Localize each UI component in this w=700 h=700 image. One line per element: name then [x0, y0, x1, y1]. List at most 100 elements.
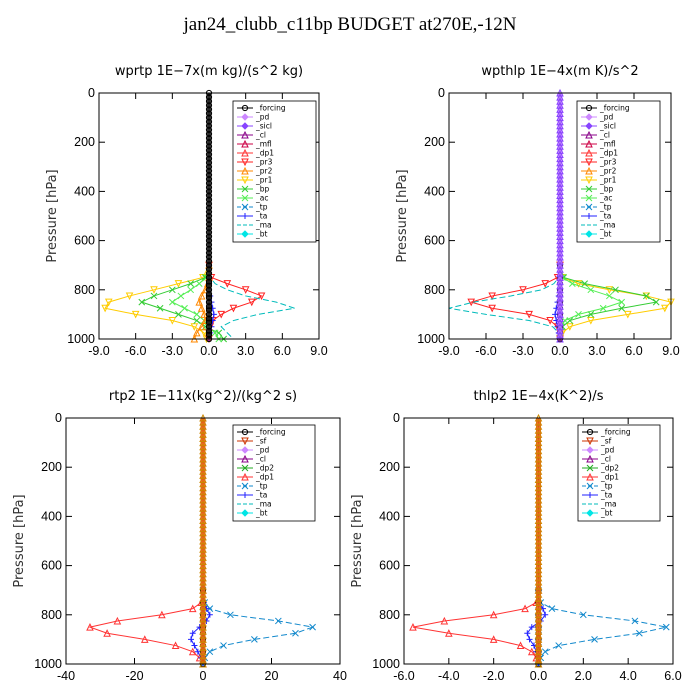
pr1-point — [104, 298, 113, 307]
legend-label: _dp1 — [255, 473, 274, 482]
ac-point — [561, 317, 569, 324]
x-tick-label: 9.0 — [310, 344, 327, 358]
zero-point — [534, 594, 543, 602]
pr3-point — [241, 286, 250, 294]
zero-point — [199, 417, 207, 426]
zero-point — [556, 109, 564, 117]
panel-4: thlp2 1E−4x(K^2)/s Pressure [hPa] -6.0 -4.0… — [350, 389, 682, 683]
dp1-point — [516, 641, 525, 650]
legend-bt-point — [586, 509, 594, 517]
zero-point — [199, 532, 207, 541]
zero-point — [205, 176, 213, 183]
zero-point — [534, 557, 543, 565]
zero-point — [534, 450, 543, 459]
x-tick-label: -6.0 — [475, 344, 497, 358]
tp-point — [206, 648, 214, 656]
zero-point — [205, 266, 213, 273]
bp-point — [150, 292, 158, 300]
zero-point — [205, 294, 213, 302]
zero-point — [534, 487, 543, 496]
zero-point — [205, 114, 213, 121]
legend-sf-point — [586, 437, 594, 446]
bp-point — [642, 292, 650, 300]
x-tick-label: 0.0 — [551, 344, 568, 358]
zero-point — [199, 557, 207, 565]
zero-point — [556, 236, 564, 245]
y-tick-label: 0 — [438, 86, 445, 100]
legend-mfl-point — [585, 139, 593, 148]
zero-point — [556, 113, 564, 122]
zero-point — [199, 528, 207, 537]
zero-point — [205, 323, 213, 330]
y-tick-label: 600 — [41, 559, 62, 573]
legend-label: _pr3 — [599, 158, 617, 167]
zero-point — [199, 446, 207, 455]
ta-point — [188, 636, 195, 643]
tp-point — [579, 611, 587, 619]
legend-label: _ta — [599, 212, 611, 221]
zero-point — [199, 581, 207, 590]
y-axis-label: Pressure [hPa] — [350, 494, 365, 587]
x-tick-label: 0.0 — [530, 669, 547, 683]
dp1-point — [489, 635, 498, 643]
legend-label: _forcing — [255, 428, 286, 437]
y-tick-label: 400 — [424, 184, 445, 198]
zero-point — [534, 647, 543, 656]
zero-point — [199, 422, 207, 430]
zero-point — [205, 290, 213, 297]
zero-point — [534, 627, 543, 635]
pr3-point — [467, 298, 476, 307]
zero-point — [205, 98, 213, 105]
zero-point — [556, 269, 564, 277]
x-tick-label: -6.0 — [393, 669, 415, 683]
legend-bp-point — [241, 185, 249, 193]
ac-point — [211, 329, 219, 337]
zero-point — [534, 504, 543, 512]
legend-label: _tp — [600, 482, 613, 491]
zero-point — [534, 622, 543, 631]
series-ma — [448, 93, 561, 340]
zero-point — [534, 565, 543, 574]
zero-point — [205, 315, 213, 322]
x-tick-label: 2.0 — [575, 669, 592, 683]
legend-label: _ma — [600, 500, 617, 509]
x-tick-label: -3.0 — [162, 344, 184, 358]
legend-label: _forcing — [599, 104, 630, 113]
legend-forcing-point — [586, 428, 594, 436]
zero-point — [556, 285, 564, 294]
zero-point — [205, 106, 213, 113]
dp1-point — [140, 635, 149, 643]
panel-2: wpthlp 1E−4x(m K)/s^2 Pressure [hPa] -9.0 -… — [395, 64, 680, 358]
zero-point — [556, 220, 564, 228]
y-tick-label: 800 — [424, 283, 445, 297]
zero-point — [556, 302, 564, 310]
x-tick-label: 4.0 — [619, 669, 636, 683]
zero-point — [556, 322, 564, 331]
zero-point — [534, 651, 543, 660]
zero-point — [199, 516, 207, 524]
legend-dp1-point — [241, 472, 249, 481]
legend-forcing-point — [241, 428, 249, 436]
panel-title: rtp2 1E−11x(kg^2)/(kg^2 s) — [109, 389, 297, 404]
zero-point — [199, 573, 207, 582]
x-tick-label: 20 — [265, 669, 279, 683]
dp1-point — [521, 604, 529, 613]
ac-point — [187, 286, 195, 294]
tp-point — [548, 605, 556, 613]
legend-ta-point — [586, 213, 592, 219]
ac-point — [168, 298, 176, 306]
y-tick-label: 200 — [379, 460, 400, 474]
dp1-point — [440, 616, 449, 625]
ta-point — [528, 624, 535, 631]
zero-point — [534, 483, 543, 492]
zero-point — [199, 598, 207, 606]
legend-label: _dp1 — [600, 473, 619, 482]
legend-label: _pr3 — [255, 158, 273, 167]
zero-point — [199, 479, 207, 488]
zero-point — [205, 217, 213, 224]
tp-point — [541, 648, 549, 656]
legend-label: _ac — [599, 194, 612, 203]
zero-point — [534, 655, 543, 664]
zero-point — [205, 122, 213, 129]
x-tick-label: -4.0 — [438, 669, 460, 683]
